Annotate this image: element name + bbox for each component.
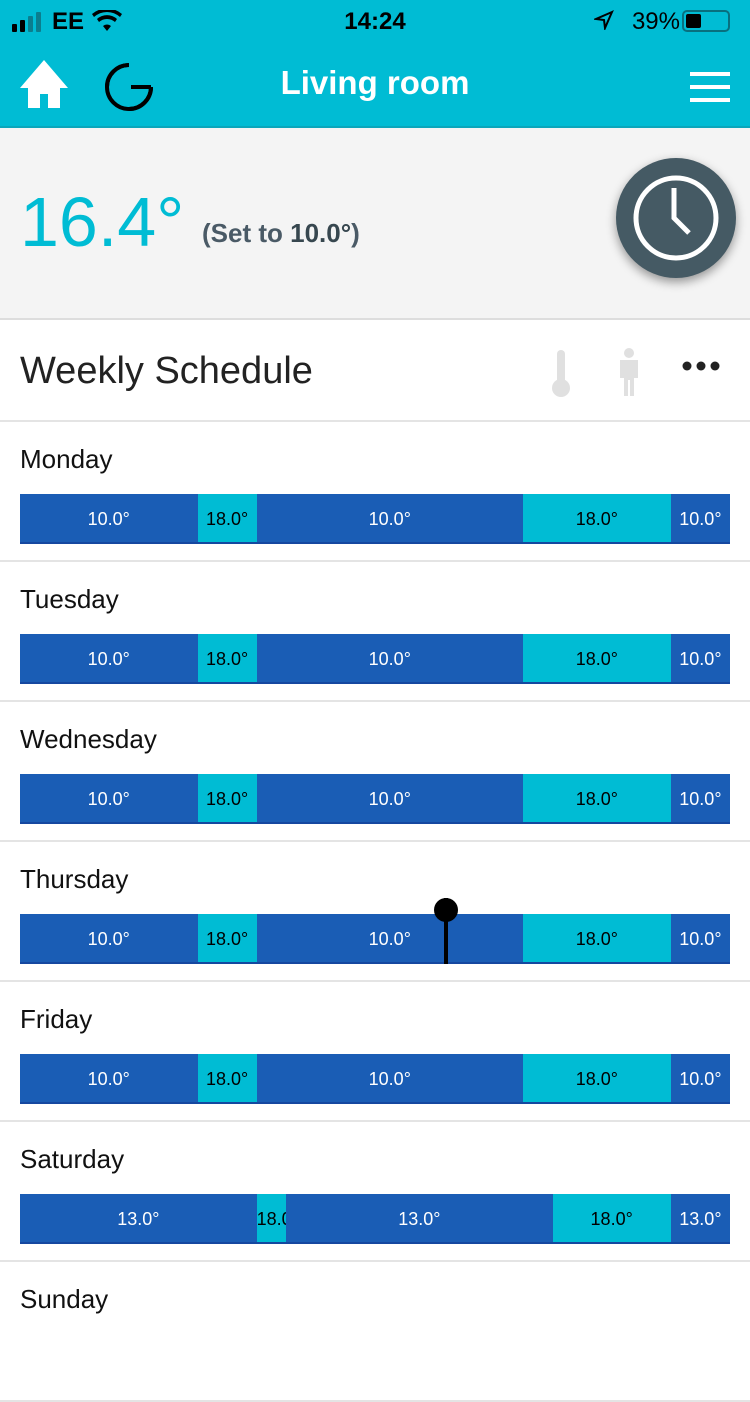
nav-bar: Living room: [0, 40, 750, 128]
schedule-bar[interactable]: 10.0° 18.0° 10.0° 18.0° 10.0°: [20, 898, 730, 964]
day-name: Wednesday: [20, 724, 157, 754]
more-icon[interactable]: [682, 360, 722, 372]
schedule-segment[interactable]: 18.0°: [197, 774, 257, 822]
day-name: Tuesday: [20, 584, 119, 614]
day-row[interactable]: Thursday 10.0° 18.0° 10.0° 18.0° 10.0°: [0, 842, 750, 982]
schedule-segment[interactable]: 18.0°: [197, 914, 257, 962]
schedule-segment[interactable]: 10.0°: [256, 914, 523, 962]
clock-icon: [633, 175, 719, 261]
carrier: EE: [52, 8, 85, 35]
day-name: Monday: [20, 444, 113, 474]
schedule-segment[interactable]: 10.0°: [256, 1054, 523, 1102]
schedule-segment[interactable]: 13.0°: [20, 1194, 257, 1242]
schedule-segment[interactable]: 13.0°: [286, 1194, 553, 1242]
day-name: Sunday: [20, 1284, 109, 1314]
schedule-segment[interactable]: 10.0°: [20, 914, 198, 962]
menu-icon[interactable]: [690, 72, 730, 111]
top-bar: EE 14:24 39% Living room: [0, 0, 750, 128]
schedule-segment[interactable]: 10.0°: [256, 634, 523, 682]
schedule-segment[interactable]: 10.0°: [20, 494, 198, 542]
schedule-segment[interactable]: 18.0°: [552, 1194, 671, 1242]
day-name: Saturday: [20, 1144, 125, 1174]
day-row[interactable]: Sunday: [0, 1262, 750, 1402]
schedule-bar[interactable]: 10.0° 18.0° 10.0° 18.0° 10.0°: [20, 1054, 730, 1104]
clock: 14:24: [344, 8, 406, 35]
schedule-fab-button[interactable]: [616, 158, 736, 278]
schedule-segment[interactable]: 10.0°: [256, 774, 523, 822]
status-bar: EE 14:24 39%: [0, 0, 750, 40]
temperature-panel: 16.4° (Set to 10.0°): [0, 128, 750, 320]
schedule-segment[interactable]: 18.0°: [522, 1054, 671, 1102]
day-name: Friday: [20, 1004, 93, 1034]
schedule-segment[interactable]: 18.0°: [522, 774, 671, 822]
schedule-segment[interactable]: 18.0°: [522, 914, 671, 962]
schedule-segment[interactable]: 18.0°: [522, 634, 671, 682]
schedule-bar[interactable]: 13.0°18.0°13.0°18.0°13.0°: [20, 1194, 730, 1244]
schedule-segment[interactable]: 10.0°: [670, 634, 730, 682]
schedule-bar[interactable]: 10.0° 18.0° 10.0° 18.0° 10.0°: [20, 774, 730, 824]
home-icon[interactable]: [20, 60, 68, 108]
battery-percent: 39%: [631, 8, 680, 35]
day-list: Monday 10.0° 18.0° 10.0° 18.0° 10.0° Tuesday 10…: [0, 422, 750, 1402]
location-icon: [594, 10, 614, 30]
day-row[interactable]: Friday 10.0° 18.0° 10.0° 18.0° 10.0°: [0, 982, 750, 1122]
current-time-marker: [434, 898, 458, 964]
schedule-segment[interactable]: 13.0°: [670, 1194, 730, 1242]
thermometer-icon[interactable]: [550, 348, 572, 398]
current-temperature: 16.4°: [20, 183, 185, 261]
schedule-segment[interactable]: 18.0°: [256, 1194, 287, 1242]
schedule-segment[interactable]: 18.0°: [522, 494, 671, 542]
schedule-bar[interactable]: 10.0° 18.0° 10.0° 18.0° 10.0°: [20, 494, 730, 544]
schedule-segment[interactable]: 10.0°: [670, 774, 730, 822]
battery-icon: [682, 10, 730, 32]
day-row[interactable]: Monday 10.0° 18.0° 10.0° 18.0° 10.0°: [0, 422, 750, 562]
day-name: Thursday: [20, 864, 129, 894]
wifi-icon: [92, 10, 122, 31]
schedule-segment[interactable]: 18.0°: [197, 1054, 257, 1102]
schedule-segment[interactable]: 18.0°: [197, 494, 257, 542]
schedule-mode-icon[interactable]: [104, 62, 154, 112]
schedule-segment[interactable]: 10.0°: [20, 774, 198, 822]
page-title: Living room: [280, 64, 470, 101]
schedule-bar[interactable]: 10.0° 18.0° 10.0° 18.0° 10.0°: [20, 634, 730, 684]
schedule-segment[interactable]: 10.0°: [670, 914, 730, 962]
schedule-segment[interactable]: 10.0°: [20, 634, 198, 682]
schedule-segment[interactable]: 10.0°: [256, 494, 523, 542]
schedule-segment[interactable]: 10.0°: [20, 1054, 198, 1102]
schedule-segment[interactable]: 10.0°: [670, 1054, 730, 1102]
schedule-segment[interactable]: 10.0°: [670, 494, 730, 542]
set-temperature: (Set to 10.0°): [202, 218, 360, 248]
signal-icon: [12, 12, 41, 32]
person-icon[interactable]: [616, 348, 642, 398]
schedule-segment[interactable]: 18.0°: [197, 634, 257, 682]
day-row[interactable]: Tuesday 10.0° 18.0° 10.0° 18.0° 10.0°: [0, 562, 750, 702]
schedule-header: Weekly Schedule: [0, 320, 750, 422]
schedule-title: Weekly Schedule: [20, 350, 313, 392]
day-row[interactable]: Wednesday 10.0° 18.0° 10.0° 18.0° 10.0°: [0, 702, 750, 842]
